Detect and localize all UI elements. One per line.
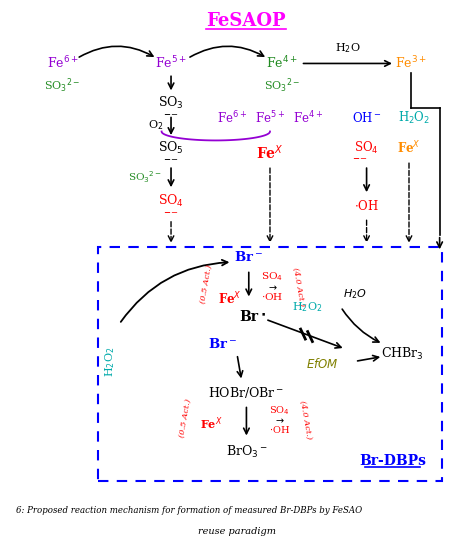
Text: Fe$^X$: Fe$^X$ xyxy=(218,291,242,307)
Text: $\rightarrow$: $\rightarrow$ xyxy=(266,282,278,292)
Text: H$_2$O$_2$: H$_2$O$_2$ xyxy=(292,300,323,313)
Text: Fe$^{4+}$: Fe$^{4+}$ xyxy=(266,55,298,72)
Text: SO$_5$: SO$_5$ xyxy=(158,140,184,156)
Text: SO$_3$: SO$_3$ xyxy=(158,95,184,111)
Text: OH$^-$: OH$^-$ xyxy=(352,111,382,125)
Text: $\cdot$OH: $\cdot$OH xyxy=(261,292,283,302)
Text: $\boldsymbol{\cdot}$: $\boldsymbol{\cdot}$ xyxy=(260,306,266,320)
Text: 6: Proposed reaction mechanism for formation of measured Br-DBPs by FeSAO: 6: Proposed reaction mechanism for forma… xyxy=(16,506,362,515)
Text: Br$^-$: Br$^-$ xyxy=(209,337,237,351)
Text: (0.5 Act.): (0.5 Act.) xyxy=(199,265,214,305)
Text: SO$_4$: SO$_4$ xyxy=(261,271,283,283)
Text: HOBr/OBr$^-$: HOBr/OBr$^-$ xyxy=(209,385,284,400)
Text: (4.0 Act.): (4.0 Act.) xyxy=(291,267,306,307)
Text: SO$_3$$^{2-}$: SO$_3$$^{2-}$ xyxy=(45,77,81,95)
Text: Fe$^{6+}$  Fe$^{5+}$  Fe$^{4+}$: Fe$^{6+}$ Fe$^{5+}$ Fe$^{4+}$ xyxy=(217,110,323,126)
Text: FeSAOP: FeSAOP xyxy=(207,12,286,30)
Text: $\boldsymbol{-}\!-$: $\boldsymbol{-}\!-$ xyxy=(164,108,179,117)
Text: CHBr$_3$: CHBr$_3$ xyxy=(381,346,423,362)
Text: O$_2$: O$_2$ xyxy=(148,119,164,132)
Text: Br-DBPs: Br-DBPs xyxy=(359,453,426,468)
Text: Br: Br xyxy=(239,310,258,324)
Text: Fe$^{3+}$: Fe$^{3+}$ xyxy=(395,55,427,72)
Text: H$_2$O$_2$: H$_2$O$_2$ xyxy=(398,110,430,126)
Text: $\boldsymbol{-}\!-$: $\boldsymbol{-}\!-$ xyxy=(352,152,367,161)
Text: $\cdot$OH: $\cdot$OH xyxy=(354,199,379,213)
Text: BrO$_3$$^-$: BrO$_3$$^-$ xyxy=(226,444,267,460)
Text: Fe$^X$: Fe$^X$ xyxy=(256,143,284,162)
Text: Br$^-$: Br$^-$ xyxy=(234,250,263,264)
Text: Fe$^X$: Fe$^X$ xyxy=(200,415,222,432)
Text: $\it{H_2O}$: $\it{H_2O}$ xyxy=(343,288,367,301)
Text: $\cdot$OH: $\cdot$OH xyxy=(269,424,290,435)
Text: $\boldsymbol{-}\!-$: $\boldsymbol{-}\!-$ xyxy=(164,206,179,215)
Text: reuse paradigm: reuse paradigm xyxy=(198,527,276,536)
Text: (4.0 Act.): (4.0 Act.) xyxy=(298,400,313,440)
Text: H$_2$O$_2$: H$_2$O$_2$ xyxy=(103,346,117,377)
Text: (0.5 Act.): (0.5 Act.) xyxy=(178,399,192,439)
Text: SO$_3$$^{2-}$: SO$_3$$^{2-}$ xyxy=(128,170,162,186)
Text: SO$_4$: SO$_4$ xyxy=(354,140,379,156)
Text: $\it{EfOM}$: $\it{EfOM}$ xyxy=(306,357,338,371)
Text: SO$_3$$^{2-}$: SO$_3$$^{2-}$ xyxy=(264,77,300,95)
Text: H$_2$O: H$_2$O xyxy=(335,42,361,55)
Text: $\boldsymbol{-}\!-$: $\boldsymbol{-}\!-$ xyxy=(164,153,179,162)
Text: SO$_4$: SO$_4$ xyxy=(269,405,290,417)
Text: Fe$^{6+}$: Fe$^{6+}$ xyxy=(47,55,79,72)
Text: Fe$^{5+}$: Fe$^{5+}$ xyxy=(155,55,187,72)
Text: SO$_4$: SO$_4$ xyxy=(158,193,184,209)
Text: $\rightarrow$: $\rightarrow$ xyxy=(273,415,285,425)
Text: Fe$^X$: Fe$^X$ xyxy=(397,139,421,156)
